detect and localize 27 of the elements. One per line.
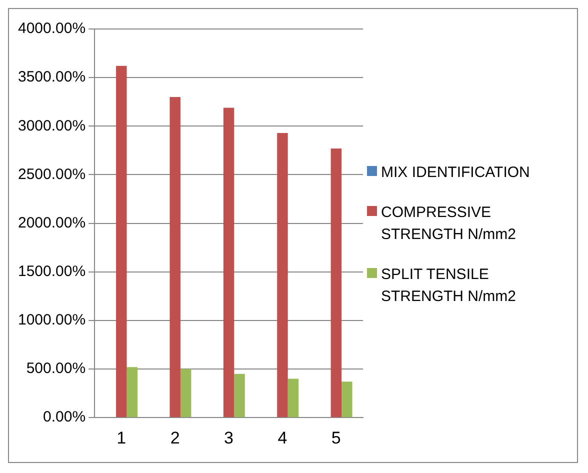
bar xyxy=(180,369,192,418)
y-tick-label: 2500.00% xyxy=(18,166,86,183)
y-tick-label: 1000.00% xyxy=(18,312,86,329)
y-tick-label: 3000.00% xyxy=(18,117,86,134)
legend-label: SPLIT TENSILE STRENGTH N/mm2 xyxy=(381,264,517,306)
bar xyxy=(126,367,138,418)
y-tick-label: 500.00% xyxy=(26,360,86,378)
y-tick-label: 3500.00% xyxy=(18,68,86,86)
y-tick-label: 0.00% xyxy=(43,408,86,426)
legend-label: COMPRESSIVE STRENGTH N/mm2 xyxy=(381,202,517,244)
legend-label: MIX IDENTIFICATION xyxy=(381,162,530,182)
x-tick-label: 1 xyxy=(116,428,126,448)
x-tick-label: 2 xyxy=(170,428,180,448)
x-tick-label: 3 xyxy=(224,428,234,448)
bar xyxy=(342,382,352,418)
bar xyxy=(330,148,342,418)
y-tick-label: 2000.00% xyxy=(18,214,86,232)
bar xyxy=(234,374,245,418)
x-tick-label: 4 xyxy=(278,428,288,448)
bar xyxy=(116,66,127,418)
bar xyxy=(277,132,288,418)
y-tick-label: 1500.00% xyxy=(18,263,86,280)
bar xyxy=(223,108,234,418)
x-tick-label: 5 xyxy=(331,428,341,448)
bar xyxy=(170,97,180,418)
bar xyxy=(288,378,299,418)
y-tick-label: 4000.00% xyxy=(18,20,86,38)
